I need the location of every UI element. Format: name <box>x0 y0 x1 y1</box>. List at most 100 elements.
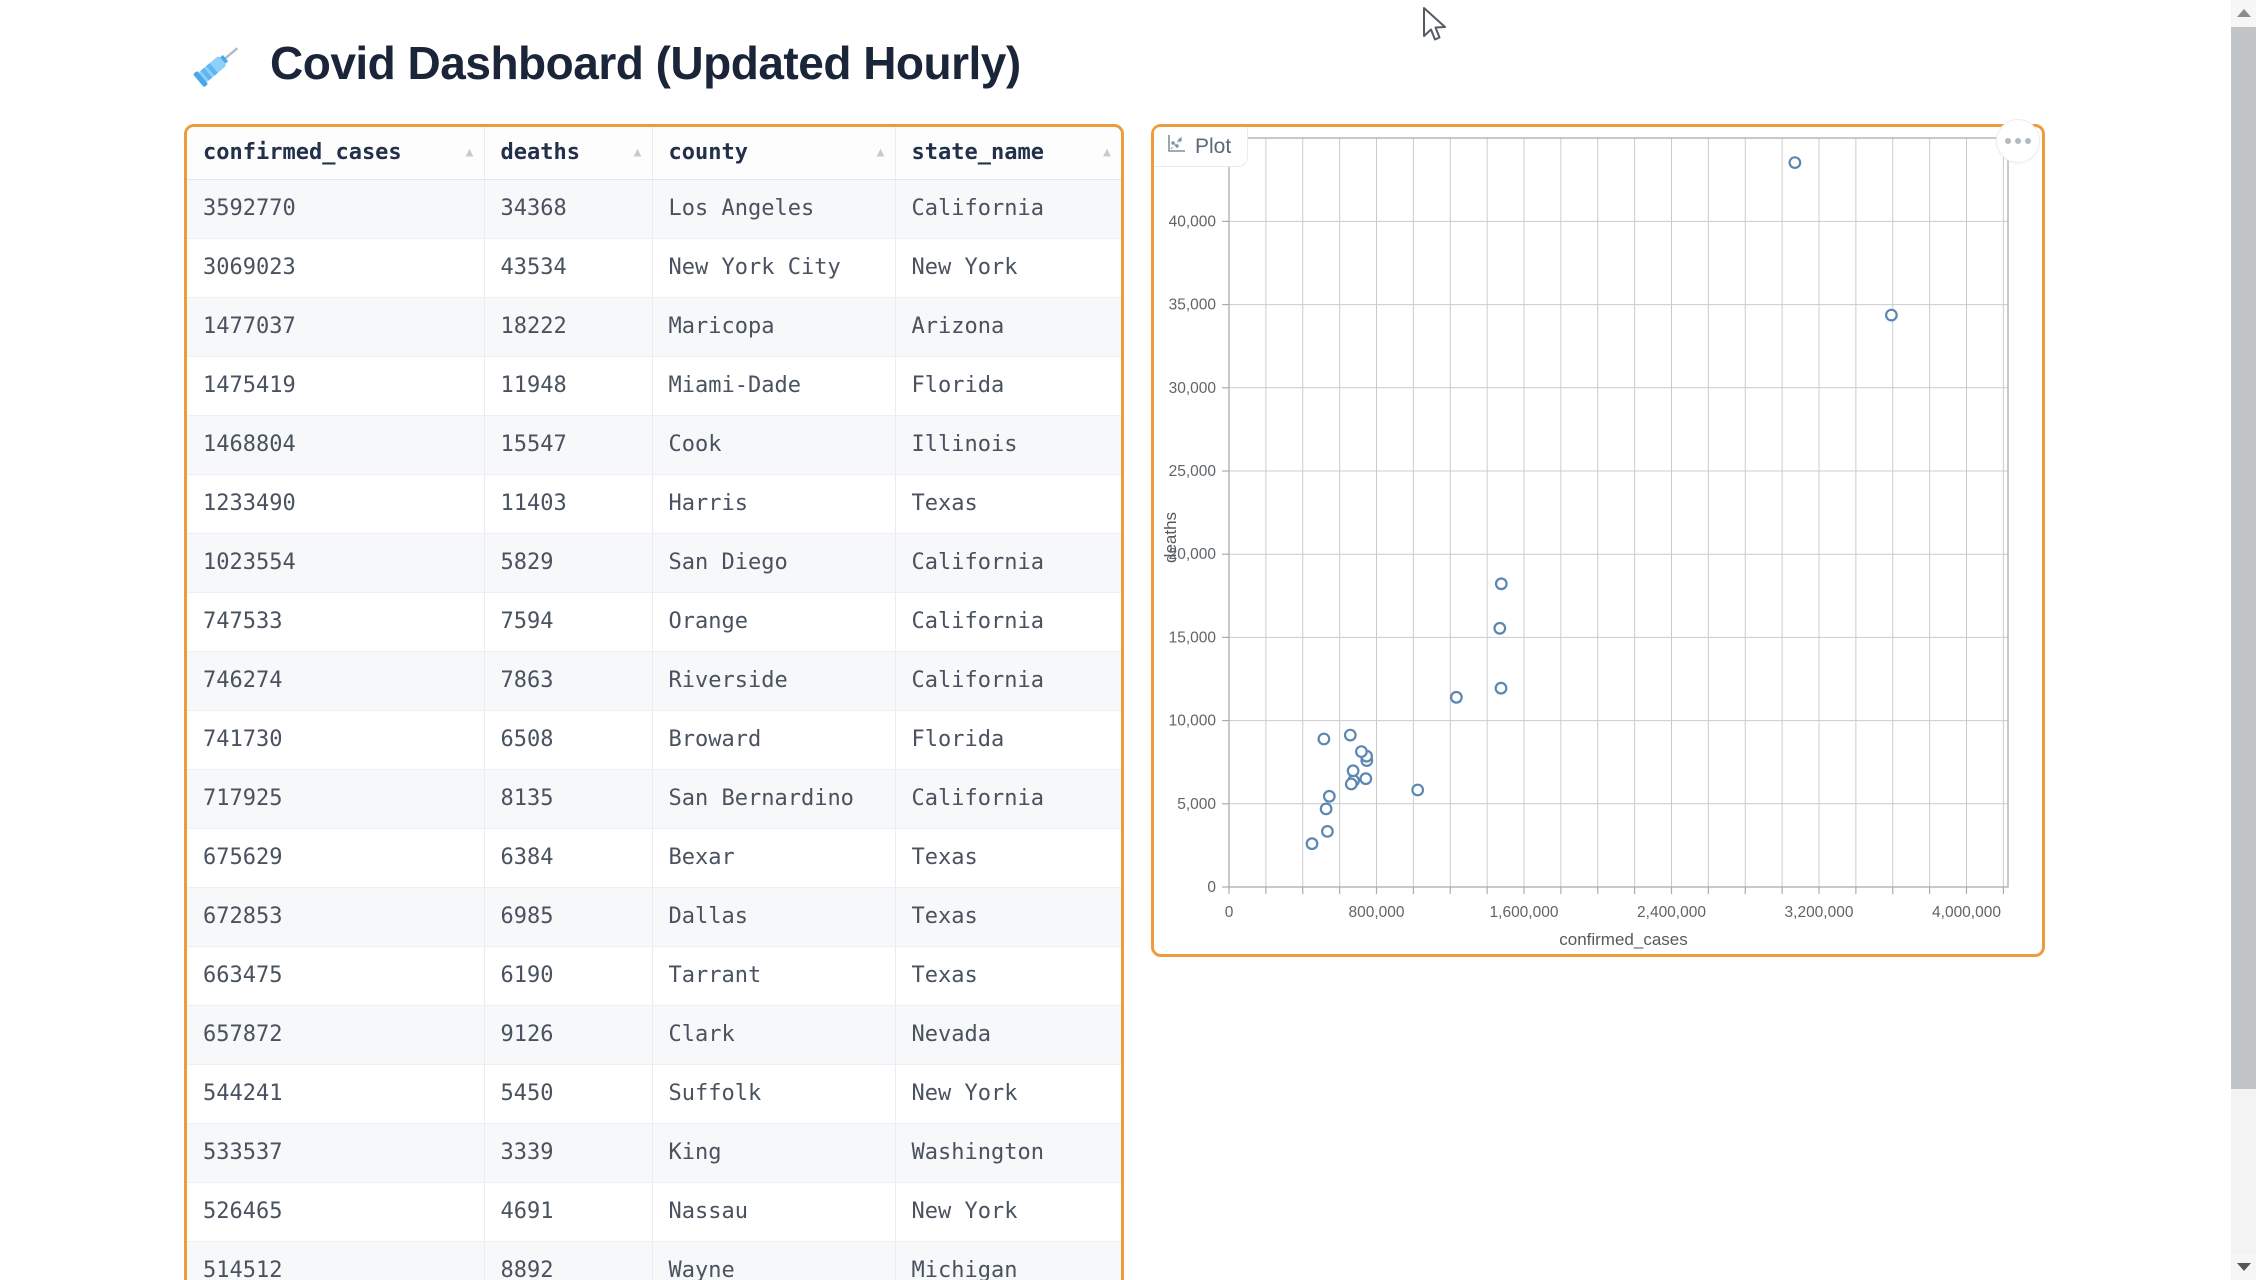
table-row: 1477037 18222 Maricopa Arizona <box>187 297 1121 357</box>
table-cell: 657872 <box>187 1005 485 1065</box>
scatter-point[interactable] <box>1359 772 1373 786</box>
table-header-row: confirmed_cases ▲ deaths ▲ county ▲ state_n… <box>187 127 1121 180</box>
table-cell: 1023554 <box>187 533 485 593</box>
table-cell: California <box>895 651 1121 711</box>
table-cell: 43534 <box>484 238 653 298</box>
table-cell: 4691 <box>484 1182 653 1242</box>
x-tick-label: 800,000 <box>1348 904 1404 921</box>
scatter-point[interactable] <box>1317 732 1331 746</box>
scatter-point[interactable] <box>1411 783 1425 797</box>
table-cell: Arizona <box>895 297 1121 357</box>
table-cell: 6384 <box>484 828 653 888</box>
sort-asc-icon[interactable]: ▲ <box>876 145 885 161</box>
sort-asc-icon[interactable]: ▲ <box>633 145 642 161</box>
scroll-down-button[interactable] <box>2231 1254 2256 1280</box>
scatter-point[interactable] <box>1322 789 1336 803</box>
table-cell: 747533 <box>187 592 485 652</box>
table-cell: New York City <box>652 238 896 298</box>
table-cell: California <box>895 592 1121 652</box>
sort-asc-icon[interactable]: ▲ <box>1103 145 1111 161</box>
page-title: Covid Dashboard (Updated Hourly) <box>270 37 1021 89</box>
table-row: 1233490 11403 Harris Texas <box>187 474 1121 534</box>
scatter-chart: 0 800,000 1,600,000 2,400,000 3,200,000 4,000… <box>1161 137 2009 949</box>
column-header-confirmed-cases[interactable]: confirmed_cases ▲ <box>187 127 485 180</box>
scatter-point[interactable] <box>1305 837 1319 851</box>
table-row: 533537 3339 King Washington <box>187 1123 1121 1183</box>
table-cell: 741730 <box>187 710 485 770</box>
table-cell: 717925 <box>187 769 485 829</box>
scatter-point[interactable] <box>1493 621 1507 635</box>
table-row: 747533 7594 Orange California <box>187 592 1121 652</box>
table-cell: 1233490 <box>187 474 485 534</box>
table-cell: 526465 <box>187 1182 485 1242</box>
sort-asc-icon[interactable]: ▲ <box>465 145 474 161</box>
y-tick-label: 20,000 <box>1169 546 1217 563</box>
x-tick-label: 4,000,000 <box>1932 904 2001 921</box>
table-cell: 3339 <box>484 1123 653 1183</box>
y-tick-label: 5,000 <box>1177 796 1216 813</box>
table-cell: 8892 <box>484 1241 653 1280</box>
table-cell: 675629 <box>187 828 485 888</box>
table-row: 717925 8135 San Bernardino California <box>187 769 1121 829</box>
scatter-point[interactable] <box>1319 802 1333 816</box>
table-cell: 672853 <box>187 887 485 947</box>
plot-tab-label: Plot <box>1195 134 1232 158</box>
table-cell: New York <box>895 238 1121 298</box>
plot-panel: Plot 0 800,000 1,600,000 2,400,000 3,200,000… <box>1151 119 2045 957</box>
scatter-point[interactable] <box>1885 308 1898 322</box>
column-header-county[interactable]: county ▲ <box>652 127 896 180</box>
scatter-point[interactable] <box>1343 728 1357 742</box>
table-row: 657872 9126 Clark Nevada <box>187 1005 1121 1065</box>
scatter-point[interactable] <box>1346 764 1360 778</box>
table-cell: King <box>652 1123 896 1183</box>
scatter-point[interactable] <box>1320 825 1334 838</box>
scatter-point[interactable] <box>1354 745 1368 758</box>
x-tick-label: 2,400,000 <box>1637 904 1706 921</box>
table-cell: Texas <box>895 828 1121 888</box>
scroll-up-button[interactable] <box>2231 0 2256 26</box>
table-cell: 6508 <box>484 710 653 770</box>
table-cell: 9126 <box>484 1005 653 1065</box>
plot-menu-button[interactable] <box>1996 119 2040 163</box>
table-cell: 1475419 <box>187 356 485 416</box>
table-cell: 746274 <box>187 651 485 711</box>
table-cell: Texas <box>895 474 1121 534</box>
table-cell: Riverside <box>652 651 896 711</box>
scrollbar-thumb[interactable] <box>2231 27 2256 1089</box>
table-cell: 3069023 <box>187 238 485 298</box>
scatter-point[interactable] <box>1494 681 1508 695</box>
table-cell: 514512 <box>187 1241 485 1280</box>
covid-table-panel: confirmed_cases ▲ deaths ▲ county ▲ state_n… <box>184 124 1124 1280</box>
table-cell: 8135 <box>484 769 653 829</box>
table-cell: Maricopa <box>652 297 896 357</box>
table-cell: Bexar <box>652 828 896 888</box>
table-cell: Texas <box>895 887 1121 947</box>
plot-border <box>1228 137 2009 888</box>
table-row: 1475419 11948 Miami-Dade Florida <box>187 356 1121 416</box>
x-axis-title: confirmed_cases <box>1559 930 1688 949</box>
scatter-point[interactable] <box>1344 777 1358 791</box>
y-tick-label: 25,000 <box>1169 463 1217 480</box>
table-cell: New York <box>895 1064 1121 1124</box>
table-cell: 1468804 <box>187 415 485 475</box>
ellipsis-icon <box>2005 138 2011 144</box>
column-header-deaths[interactable]: deaths ▲ <box>484 127 653 180</box>
table-cell: Orange <box>652 592 896 652</box>
table-cell: 7863 <box>484 651 653 711</box>
y-tick-label: 40,000 <box>1169 213 1217 230</box>
column-header-state-name[interactable]: state_name ▲ <box>895 127 1121 180</box>
table-cell: 6190 <box>484 946 653 1006</box>
table-cell: California <box>895 179 1121 239</box>
plot-tab[interactable]: Plot <box>1154 127 1249 167</box>
scroll-down-arrow-icon <box>2236 1263 2251 1271</box>
x-tick-label: 1,600,000 <box>1490 904 1559 921</box>
x-tick-label: 3,200,000 <box>1785 904 1854 921</box>
table-cell: San Bernardino <box>652 769 896 829</box>
table-cell: Washington <box>895 1123 1121 1183</box>
table-cell: Nevada <box>895 1005 1121 1065</box>
scatter-point[interactable] <box>1450 690 1463 704</box>
table-cell: Suffolk <box>652 1064 896 1124</box>
scatter-point[interactable] <box>1788 156 1802 169</box>
scatter-point[interactable] <box>1494 577 1508 591</box>
page-scrollbar[interactable] <box>2231 0 2256 1280</box>
